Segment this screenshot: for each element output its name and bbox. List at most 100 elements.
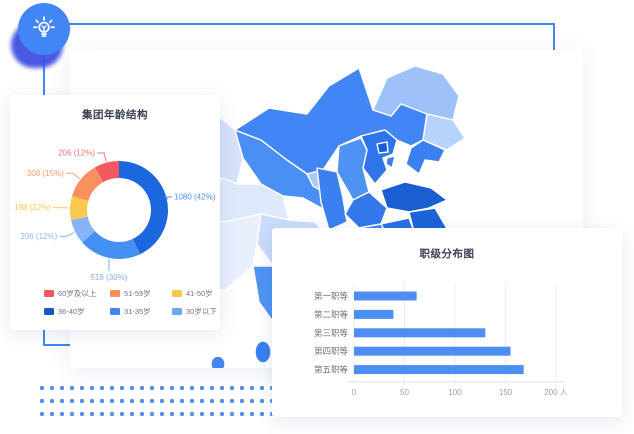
age-donut-svg: 1080 (42%) 518 (30%) 206 (12%) 198 (12%) 308… — [14, 148, 216, 282]
province-beijing — [376, 141, 389, 154]
pattern-dot — [120, 386, 124, 390]
province-liaoning — [405, 139, 446, 175]
pattern-dot — [190, 386, 194, 390]
pattern-dot — [190, 399, 194, 403]
pattern-dot — [150, 399, 154, 403]
donut-label-line — [163, 196, 172, 200]
pattern-dot — [90, 412, 94, 416]
pattern-dot — [210, 399, 214, 403]
connector-line-top — [44, 23, 555, 25]
x-tick-label: 0 — [352, 388, 357, 397]
pattern-dot — [200, 386, 204, 390]
rank-distribution-title: 职级分布图 — [419, 248, 475, 260]
donut-label: 518 (30%) — [90, 273, 127, 282]
pattern-dot — [70, 386, 74, 390]
pattern-dot — [110, 399, 114, 403]
pattern-dot — [50, 386, 54, 390]
x-tick-label: 100 — [448, 388, 462, 397]
age-legend: 60岁及以上 51-59岁 41-50岁 36-40岁 31-35岁 30岁以下 — [44, 288, 217, 317]
province-tianjin — [385, 155, 396, 169]
pattern-dot — [230, 412, 234, 416]
donut-slice — [72, 167, 104, 201]
category-label: 第三职等 — [314, 328, 349, 338]
donut-slice — [71, 216, 95, 243]
age-structure-card: 集团年龄结构 1080 (42%) 518 (30%) 206 (12%) 198 (… — [10, 95, 220, 330]
bar-4 — [354, 346, 511, 356]
province-island-south-2 — [210, 355, 226, 368]
donut-label: 198 (12%) — [14, 203, 51, 212]
province-island-south-1 — [254, 340, 272, 364]
pattern-dot — [70, 399, 74, 403]
pattern-dot — [160, 412, 164, 416]
bar-3 — [354, 328, 486, 338]
bar-5 — [354, 365, 524, 375]
lightbulb-icon — [33, 16, 55, 37]
pattern-dot — [150, 386, 154, 390]
category-label: 第四职等 — [314, 346, 349, 356]
donut-label: 308 (15%) — [27, 169, 64, 178]
pattern-dot — [40, 412, 44, 416]
legend-label: 41-50岁 — [186, 289, 213, 298]
connector-line-bottom-left — [43, 344, 81, 346]
pattern-dot — [250, 386, 254, 390]
pattern-dot — [90, 399, 94, 403]
dot-grid-pattern — [40, 386, 274, 416]
pattern-dot — [180, 399, 184, 403]
legend-label: 51-59岁 — [124, 289, 151, 298]
donut-slice — [70, 196, 89, 221]
pattern-dot — [220, 399, 224, 403]
category-label: 第一职等 — [314, 291, 349, 301]
pattern-dot — [240, 399, 244, 403]
pattern-dot — [120, 399, 124, 403]
legend-swatch — [44, 308, 54, 315]
legend-item: 51-59岁 — [110, 288, 172, 299]
pattern-dot — [240, 412, 244, 416]
province-shanxi — [336, 137, 370, 201]
pattern-dot — [130, 412, 134, 416]
legend-label: 36-40岁 — [58, 307, 85, 316]
legend-label: 31-35岁 — [124, 307, 151, 316]
donut-label: 206 (12%) — [58, 148, 95, 157]
pattern-dot — [180, 412, 184, 416]
pattern-dot — [50, 399, 54, 403]
pattern-dot — [80, 386, 84, 390]
pattern-dot — [90, 386, 94, 390]
legend-swatch — [172, 290, 182, 297]
legend-swatch — [110, 290, 120, 297]
pattern-dot — [140, 412, 144, 416]
donut-slice — [82, 231, 141, 259]
x-tick-label: 50 — [400, 388, 409, 397]
donut-label-line — [96, 152, 107, 162]
bar-2 — [354, 309, 394, 319]
pattern-dot — [60, 412, 64, 416]
pattern-dot — [210, 412, 214, 416]
pattern-dot — [60, 399, 64, 403]
pattern-dot — [230, 399, 234, 403]
age-structure-title: 集团年龄结构 — [82, 109, 148, 121]
pattern-dot — [130, 386, 134, 390]
pattern-dot — [220, 412, 224, 416]
pattern-dot — [260, 386, 264, 390]
donut-label-line — [59, 231, 75, 237]
pattern-dot — [200, 412, 204, 416]
legend-label: 60岁及以上 — [58, 289, 97, 298]
pattern-dot — [240, 386, 244, 390]
pattern-dot — [80, 412, 84, 416]
category-label: 第五职等 — [314, 365, 349, 375]
pattern-dot — [200, 399, 204, 403]
pattern-dot — [70, 412, 74, 416]
pattern-dot — [80, 399, 84, 403]
province-jilin — [422, 113, 466, 151]
legend-swatch — [110, 308, 120, 315]
pattern-dot — [100, 399, 104, 403]
legend-label: 30岁以下 — [186, 307, 217, 316]
pattern-dot — [220, 386, 224, 390]
donut-label: 206 (12%) — [20, 232, 57, 241]
x-tick-label: 150 — [499, 388, 513, 397]
donut-label: 1080 (42%) — [174, 192, 216, 201]
pattern-dot — [190, 412, 194, 416]
pattern-dot — [140, 386, 144, 390]
pattern-dot — [160, 386, 164, 390]
